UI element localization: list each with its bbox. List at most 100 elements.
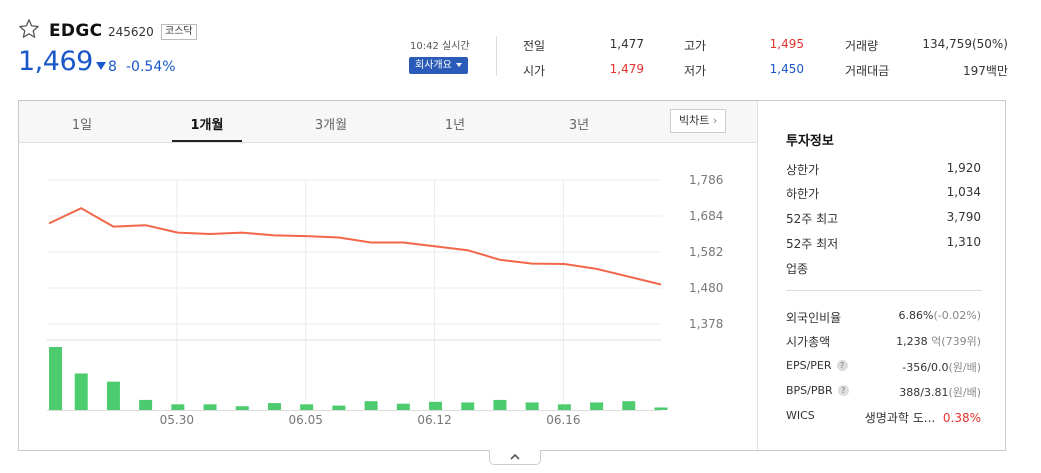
volume-bar [364,401,378,410]
info-divider [786,290,982,291]
x-tick-label: 06.16 [546,413,580,427]
52w-high-value: 3,790 [946,210,981,224]
low-label: 저가 [684,64,707,78]
eps-per-unit: (원/배) [948,361,981,374]
tab-1day[interactable]: 1일 [71,118,93,133]
x-tick-label: 06.05 [289,413,323,427]
collapse-button[interactable] [489,450,541,465]
big-chart-label: 빅차트 [679,114,710,127]
eps-per-label-wrap: EPS/PER? [786,359,848,372]
chevron-right-icon: › [712,114,718,127]
big-chart-button[interactable]: 빅차트 › [670,109,727,133]
chart-panel: 1일 1개월 3개월 1년 3년 빅차트 › 1,786 1,684 1,582 1,… [18,100,1006,451]
52w-low-label: 52주 최저 [786,237,839,251]
volume-bar [74,373,88,410]
bps-pbr-unit: (원/배) [948,386,981,399]
stock-code: 245620 [108,25,154,39]
favorite-star-icon[interactable] [18,18,40,40]
low-value: 1,450 [769,62,804,76]
volume-bar [590,402,604,410]
help-icon[interactable]: ? [836,360,848,371]
prev-close-value: 1,477 [609,37,644,51]
volume-bar [267,403,281,410]
upper-limit-label: 상한가 [786,163,820,177]
investment-info-title: 투자정보 [786,134,834,149]
foreign-ratio-label: 외국인비율 [786,311,842,325]
investment-info-panel: 투자정보 상한가 1,920 하한가 1,034 52주 최고 3,790 52… [757,101,1005,450]
wics-value[interactable]: 생명과학 도... 0.38% [865,409,981,426]
52w-high-label: 52주 최고 [786,212,839,226]
volume-bar [139,399,153,410]
company-overview-label: 회사개요 [415,60,452,71]
volume-bar [622,401,636,410]
volume-bar [525,402,539,410]
volume-bar [654,407,668,410]
52w-low-value: 1,310 [946,235,981,249]
high-value: 1,495 [769,37,804,51]
eps-per-value: -356/0.0(원/배) [902,359,981,375]
volume-value: 134,759(50%) [922,37,1008,51]
volume-bar [332,405,346,410]
market-cap-label: 시가총액 [786,335,831,349]
volume-bar [429,401,443,410]
foreign-ratio-change: (-0.02%) [933,309,982,322]
wics-rate: 0.38% [942,411,981,425]
period-tabs: 1일 1개월 3개월 1년 3년 빅차트 › [19,101,757,143]
y-tick-label: 1,786 [689,173,723,187]
tab-3year[interactable]: 3년 [568,118,590,133]
y-tick-label: 1,684 [689,209,723,223]
bps-pbr-label-wrap: BPS/PBR? [786,384,849,397]
tab-1year[interactable]: 1년 [444,118,466,133]
help-icon[interactable]: ? [837,385,849,396]
volume-label: 거래량 [845,39,879,53]
foreign-ratio-value: 6.86%(-0.02%) [899,309,981,322]
price-series-line [48,207,662,286]
tab-3month[interactable]: 3개월 [314,118,348,133]
bps-pbr-number: 388/3.81 [899,386,949,399]
volume-bar [493,399,507,410]
volume-bar [461,402,475,410]
volume-bar [171,404,185,410]
active-tab-indicator [172,140,242,142]
bps-pbr-value: 388/3.81(원/배) [899,384,981,400]
prev-close-label: 전일 [523,39,546,53]
current-price: 1,469 [18,46,93,77]
price-chart[interactable]: 1,786 1,684 1,582 1,480 1,378 05.30 06.05 06.12… [19,143,757,450]
tab-1month[interactable]: 1개월 [190,118,224,133]
volume-bar [396,403,410,410]
volume-bar [203,404,217,410]
volume-bar [557,404,571,410]
lower-limit-label: 하한가 [786,187,820,201]
chevron-up-icon [510,453,520,460]
y-tick-label: 1,480 [689,281,723,295]
x-tick-label: 05.30 [160,413,194,427]
market-cap-number: 1,238 [896,335,928,348]
upper-limit-value: 1,920 [946,161,981,175]
market-cap-unit: 억(739위) [931,335,981,348]
lower-limit-value: 1,034 [946,185,981,199]
open-value: 1,479 [609,62,644,76]
market-badge: 코스닥 [161,24,197,40]
wics-label: WICS [786,409,815,422]
industry-label: 업종 [786,262,809,276]
volume-bar [49,347,62,410]
down-arrow-icon [96,62,106,70]
header-divider [496,36,497,76]
volume-bar [300,404,314,410]
y-tick-label: 1,378 [689,317,723,331]
volume-bar [106,381,120,410]
bps-pbr-label: BPS/PBR [786,384,833,397]
change-amount: 8 [108,59,117,75]
dropdown-caret-icon [455,63,462,67]
company-overview-button[interactable]: 회사개요 [409,57,468,74]
trade-amount-label: 거래대금 [845,64,890,78]
stock-name: EDGC [49,21,103,41]
trade-amount-value: 197백만 [963,64,1008,78]
foreign-ratio-number: 6.86% [898,309,934,322]
open-label: 시가 [523,64,546,78]
market-cap-value: 1,238 억(739위) [896,333,981,349]
wics-sector: 생명과학 도... [864,411,936,425]
realtime-timestamp: 10:42 실시간 [410,41,470,52]
eps-per-label: EPS/PER [786,359,832,372]
change-rate: -0.54% [126,59,176,75]
